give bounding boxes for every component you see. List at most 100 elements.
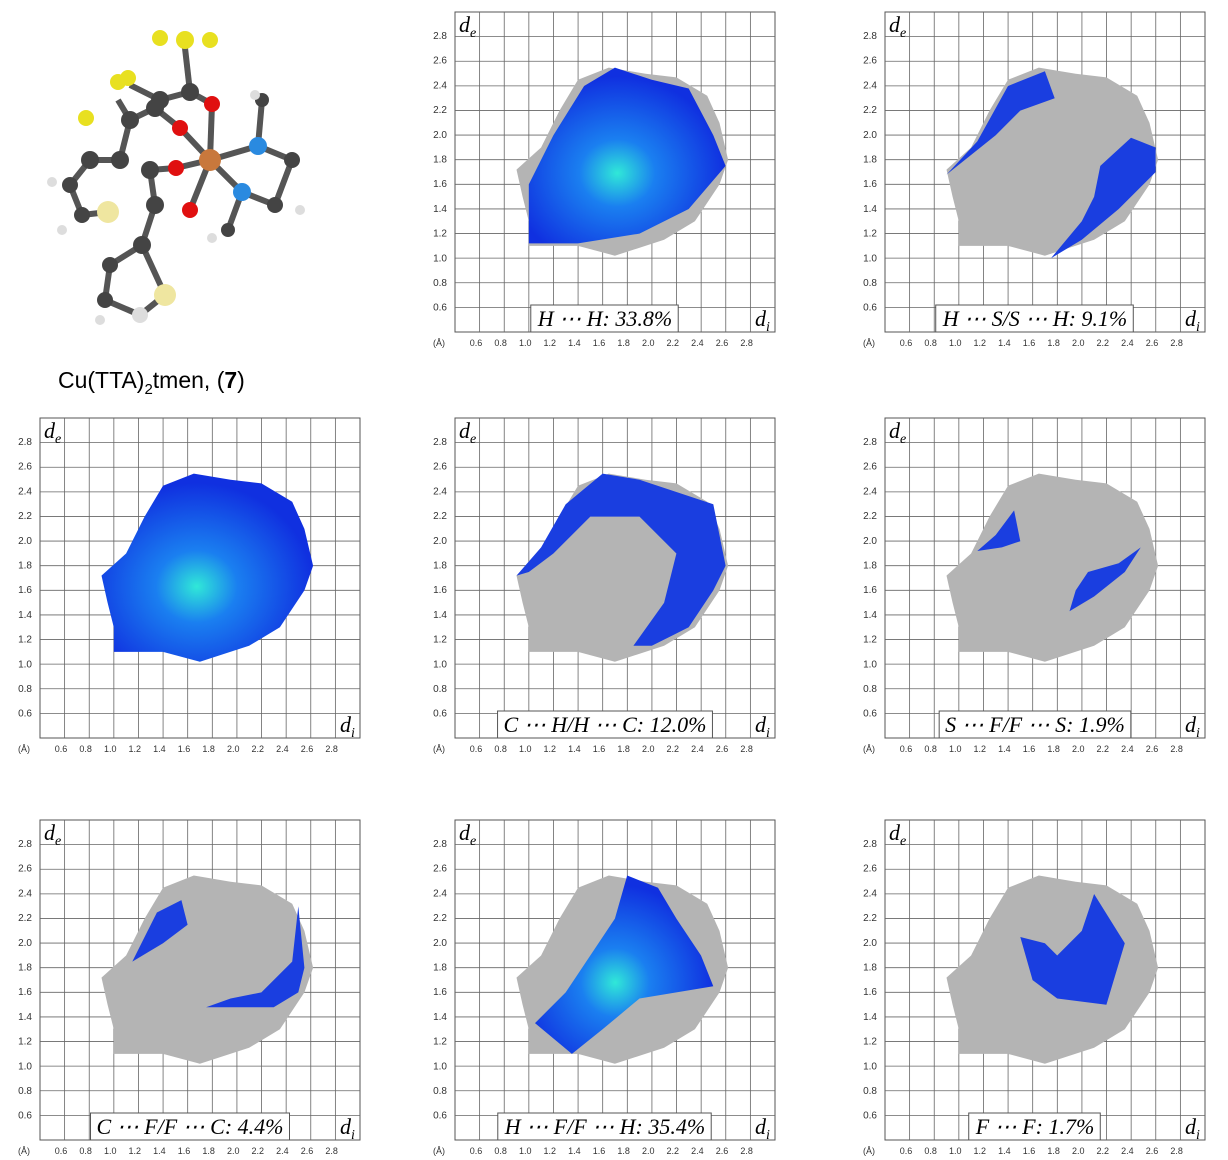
y-tick-label: 2.4 [433,486,447,497]
x-tick-label: 1.4 [998,1146,1011,1156]
x-tick-label: 1.8 [617,744,630,754]
x-tick-label: 2.4 [691,338,704,348]
y-tick-label: 2.4 [433,80,447,91]
panel-label: C ⋯ F/F ⋯ C: 4.4% [97,1114,284,1139]
unit-label: (Å) [863,338,875,348]
di-sub: i [1196,1128,1200,1143]
x-tick-label: 1.0 [949,338,962,348]
y-tick-label: 2.2 [433,105,447,116]
y-tick-label: 1.0 [18,1061,32,1072]
x-tick-label: 2.6 [716,1146,729,1156]
x-tick-label: 2.0 [227,1146,240,1156]
y-tick-label: 0.8 [433,1086,447,1097]
unit-label: (Å) [433,744,445,754]
y-tick-label: 1.4 [433,204,447,215]
y-tick-label: 1.6 [863,179,877,190]
x-tick-label: 1.0 [519,744,532,754]
y-tick-label: 1.2 [18,635,32,646]
y-tick-label: 1.8 [863,963,877,974]
y-tick-label: 1.4 [433,1012,447,1023]
fingerprint-panel: 2.82.62.42.22.01.81.61.41.21.00.80.60.60… [18,820,360,1156]
de-sub: e [900,432,906,447]
x-tick-label: 1.8 [202,744,215,754]
y-tick-label: 1.8 [433,561,447,572]
y-tick-label: 2.0 [863,536,877,547]
x-tick-label: 2.8 [325,1146,338,1156]
x-tick-label: 2.2 [667,1146,680,1156]
x-tick-label: 1.2 [974,338,987,348]
y-tick-label: 2.8 [18,839,32,850]
y-tick-label: 1.6 [863,585,877,596]
x-tick-label: 2.8 [740,338,753,348]
molecule [70,48,292,315]
x-tick-label: 2.2 [252,1146,265,1156]
y-tick-label: 2.8 [863,31,877,42]
x-tick-label: 2.2 [1097,338,1110,348]
y-tick-label: 2.4 [863,486,877,497]
x-tick-label: 1.0 [519,338,532,348]
y-tick-label: 1.0 [433,253,447,264]
x-tick-label: 2.0 [1072,1146,1085,1156]
x-tick-label: 1.6 [1023,338,1036,348]
panel-label: F ⋯ F: 1.7% [975,1114,1095,1139]
x-tick-label: 2.0 [1072,744,1085,754]
x-tick-label: 2.2 [667,744,680,754]
y-tick-label: 2.8 [433,839,447,850]
x-tick-label: 1.8 [617,338,630,348]
x-tick-label: 1.4 [568,744,581,754]
de-sub: e [900,26,906,41]
de-sub: e [470,834,476,849]
x-tick-label: 2.2 [1097,744,1110,754]
y-tick-label: 0.6 [18,709,32,720]
y-tick-label: 1.6 [18,585,32,596]
x-tick-label: 2.0 [227,744,240,754]
y-tick-label: 1.2 [433,635,447,646]
x-tick-label: 0.8 [494,338,507,348]
panel-label: H ⋯ H: 33.8% [537,306,672,331]
x-tick-label: 1.4 [568,338,581,348]
x-tick-label: 2.6 [1146,1146,1159,1156]
y-tick-label: 1.2 [433,229,447,240]
x-tick-label: 2.2 [252,744,265,754]
x-tick-label: 2.0 [642,744,655,754]
x-tick-label: 1.2 [129,744,142,754]
y-tick-label: 0.6 [18,1111,32,1122]
x-tick-label: 1.2 [544,744,557,754]
x-tick-label: 2.0 [642,1146,655,1156]
x-tick-label: 0.6 [470,744,483,754]
x-tick-label: 1.0 [519,1146,532,1156]
x-tick-label: 1.4 [998,338,1011,348]
x-tick-label: 2.8 [740,744,753,754]
y-tick-label: 0.6 [433,709,447,720]
y-tick-label: 1.2 [863,1037,877,1048]
y-tick-label: 1.6 [863,987,877,998]
x-tick-label: 1.4 [153,1146,166,1156]
y-tick-label: 2.2 [18,511,32,522]
y-tick-label: 2.2 [863,913,877,924]
y-tick-label: 0.8 [863,684,877,695]
x-tick-label: 2.4 [691,744,704,754]
y-tick-label: 1.2 [433,1037,447,1048]
y-tick-label: 1.6 [433,179,447,190]
y-tick-label: 1.8 [18,963,32,974]
x-tick-label: 0.8 [924,744,937,754]
panel-label: H ⋯ F/F ⋯ H: 35.4% [504,1114,705,1139]
x-tick-label: 1.8 [617,1146,630,1156]
y-tick-label: 2.0 [433,536,447,547]
di-sub: i [1196,320,1200,335]
di-sub: i [351,726,355,741]
y-tick-label: 1.0 [18,659,32,670]
x-tick-label: 1.0 [949,744,962,754]
y-tick-label: 2.0 [863,938,877,949]
x-tick-label: 2.6 [301,1146,314,1156]
unit-label: (Å) [433,338,445,348]
x-tick-label: 0.8 [494,744,507,754]
panel-label: H ⋯ S/S ⋯ H: 9.1% [942,306,1128,331]
x-tick-label: 0.6 [900,744,913,754]
fingerprint-panel: 2.82.62.42.22.01.81.61.41.21.00.80.60.60… [863,418,1205,754]
y-tick-label: 2.6 [433,864,447,875]
molecule-atoms [47,30,305,325]
